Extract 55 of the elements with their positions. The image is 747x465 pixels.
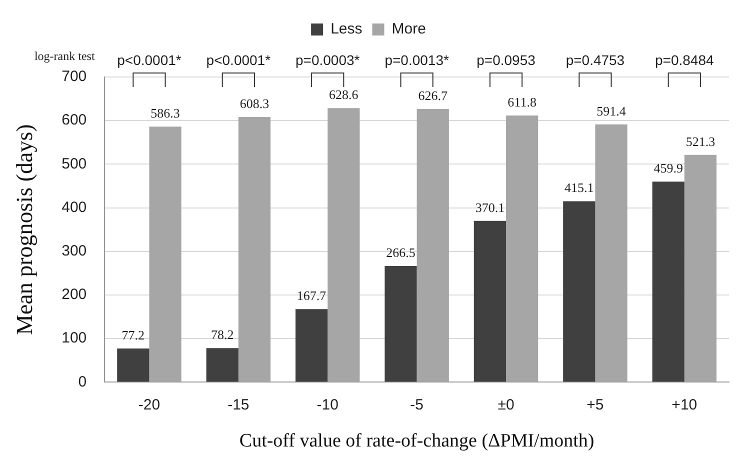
data-label: 167.7: [296, 288, 327, 304]
x-tick-label: +10: [672, 396, 698, 414]
data-label: 628.6: [329, 87, 359, 102]
y-tick-label: 300: [62, 242, 87, 260]
y-tick-label: 400: [62, 198, 87, 216]
x-tick-label: ±0: [498, 396, 514, 414]
text: p=0.0953: [476, 52, 536, 68]
legend-label: More: [392, 20, 426, 38]
data-label: 608.3: [240, 96, 270, 111]
x-tick-label: +5: [586, 396, 604, 414]
data-label: 521.3: [686, 134, 716, 149]
x-tick-label: -10: [316, 396, 338, 414]
y-tick-label: 200: [62, 286, 87, 304]
data-label: 415.1: [564, 180, 594, 196]
bar: [296, 309, 328, 382]
text: p=0.4753: [566, 52, 625, 68]
text: p=0.0003*: [296, 52, 360, 68]
data-label: 586.3: [150, 105, 180, 120]
text: p<0.0001*: [206, 52, 272, 68]
data-label: 626.7: [418, 88, 448, 103]
data-label: 611.8: [508, 94, 536, 110]
data-label: 591.4: [596, 103, 626, 118]
data-label: 370.1: [475, 200, 505, 215]
bar: [684, 154, 717, 382]
bar: [563, 201, 596, 382]
data-label: 77.2: [122, 327, 145, 342]
bar: [595, 124, 628, 382]
x-tick-label: -20: [138, 396, 160, 414]
text: p=0.0013*: [384, 52, 450, 68]
text: p=0.8484: [655, 52, 714, 68]
x-tick-label: -15: [228, 396, 250, 414]
x-tick-label: -5: [410, 396, 424, 414]
y-tick-label: 100: [62, 330, 87, 347]
text: p<0.0001*: [117, 52, 182, 68]
y-axis-title: Mean prognosis (days): [12, 124, 37, 335]
data-label: 459.9: [654, 160, 683, 176]
bar: [117, 348, 150, 382]
x-axis-title: Cut-off value of rate-of-change (ΔPMI/month): [239, 430, 594, 452]
data-label: 78.2: [210, 327, 234, 342]
bar: [652, 182, 684, 382]
bar: [149, 126, 182, 382]
y-tick-label: 0: [78, 373, 87, 390]
bar: [506, 115, 538, 382]
y-tick-label: 600: [62, 112, 87, 129]
bar: [416, 108, 449, 382]
y-tick-label: 700: [62, 68, 87, 86]
bar: [474, 220, 506, 382]
data-label: 266.5: [386, 244, 416, 260]
bar: [328, 108, 360, 382]
legend-label: Less: [330, 20, 362, 38]
bar: [238, 116, 271, 382]
bar: [206, 348, 238, 382]
y-tick-label: 500: [62, 155, 87, 172]
text: log-rank test: [34, 49, 96, 64]
bar: [384, 266, 417, 382]
